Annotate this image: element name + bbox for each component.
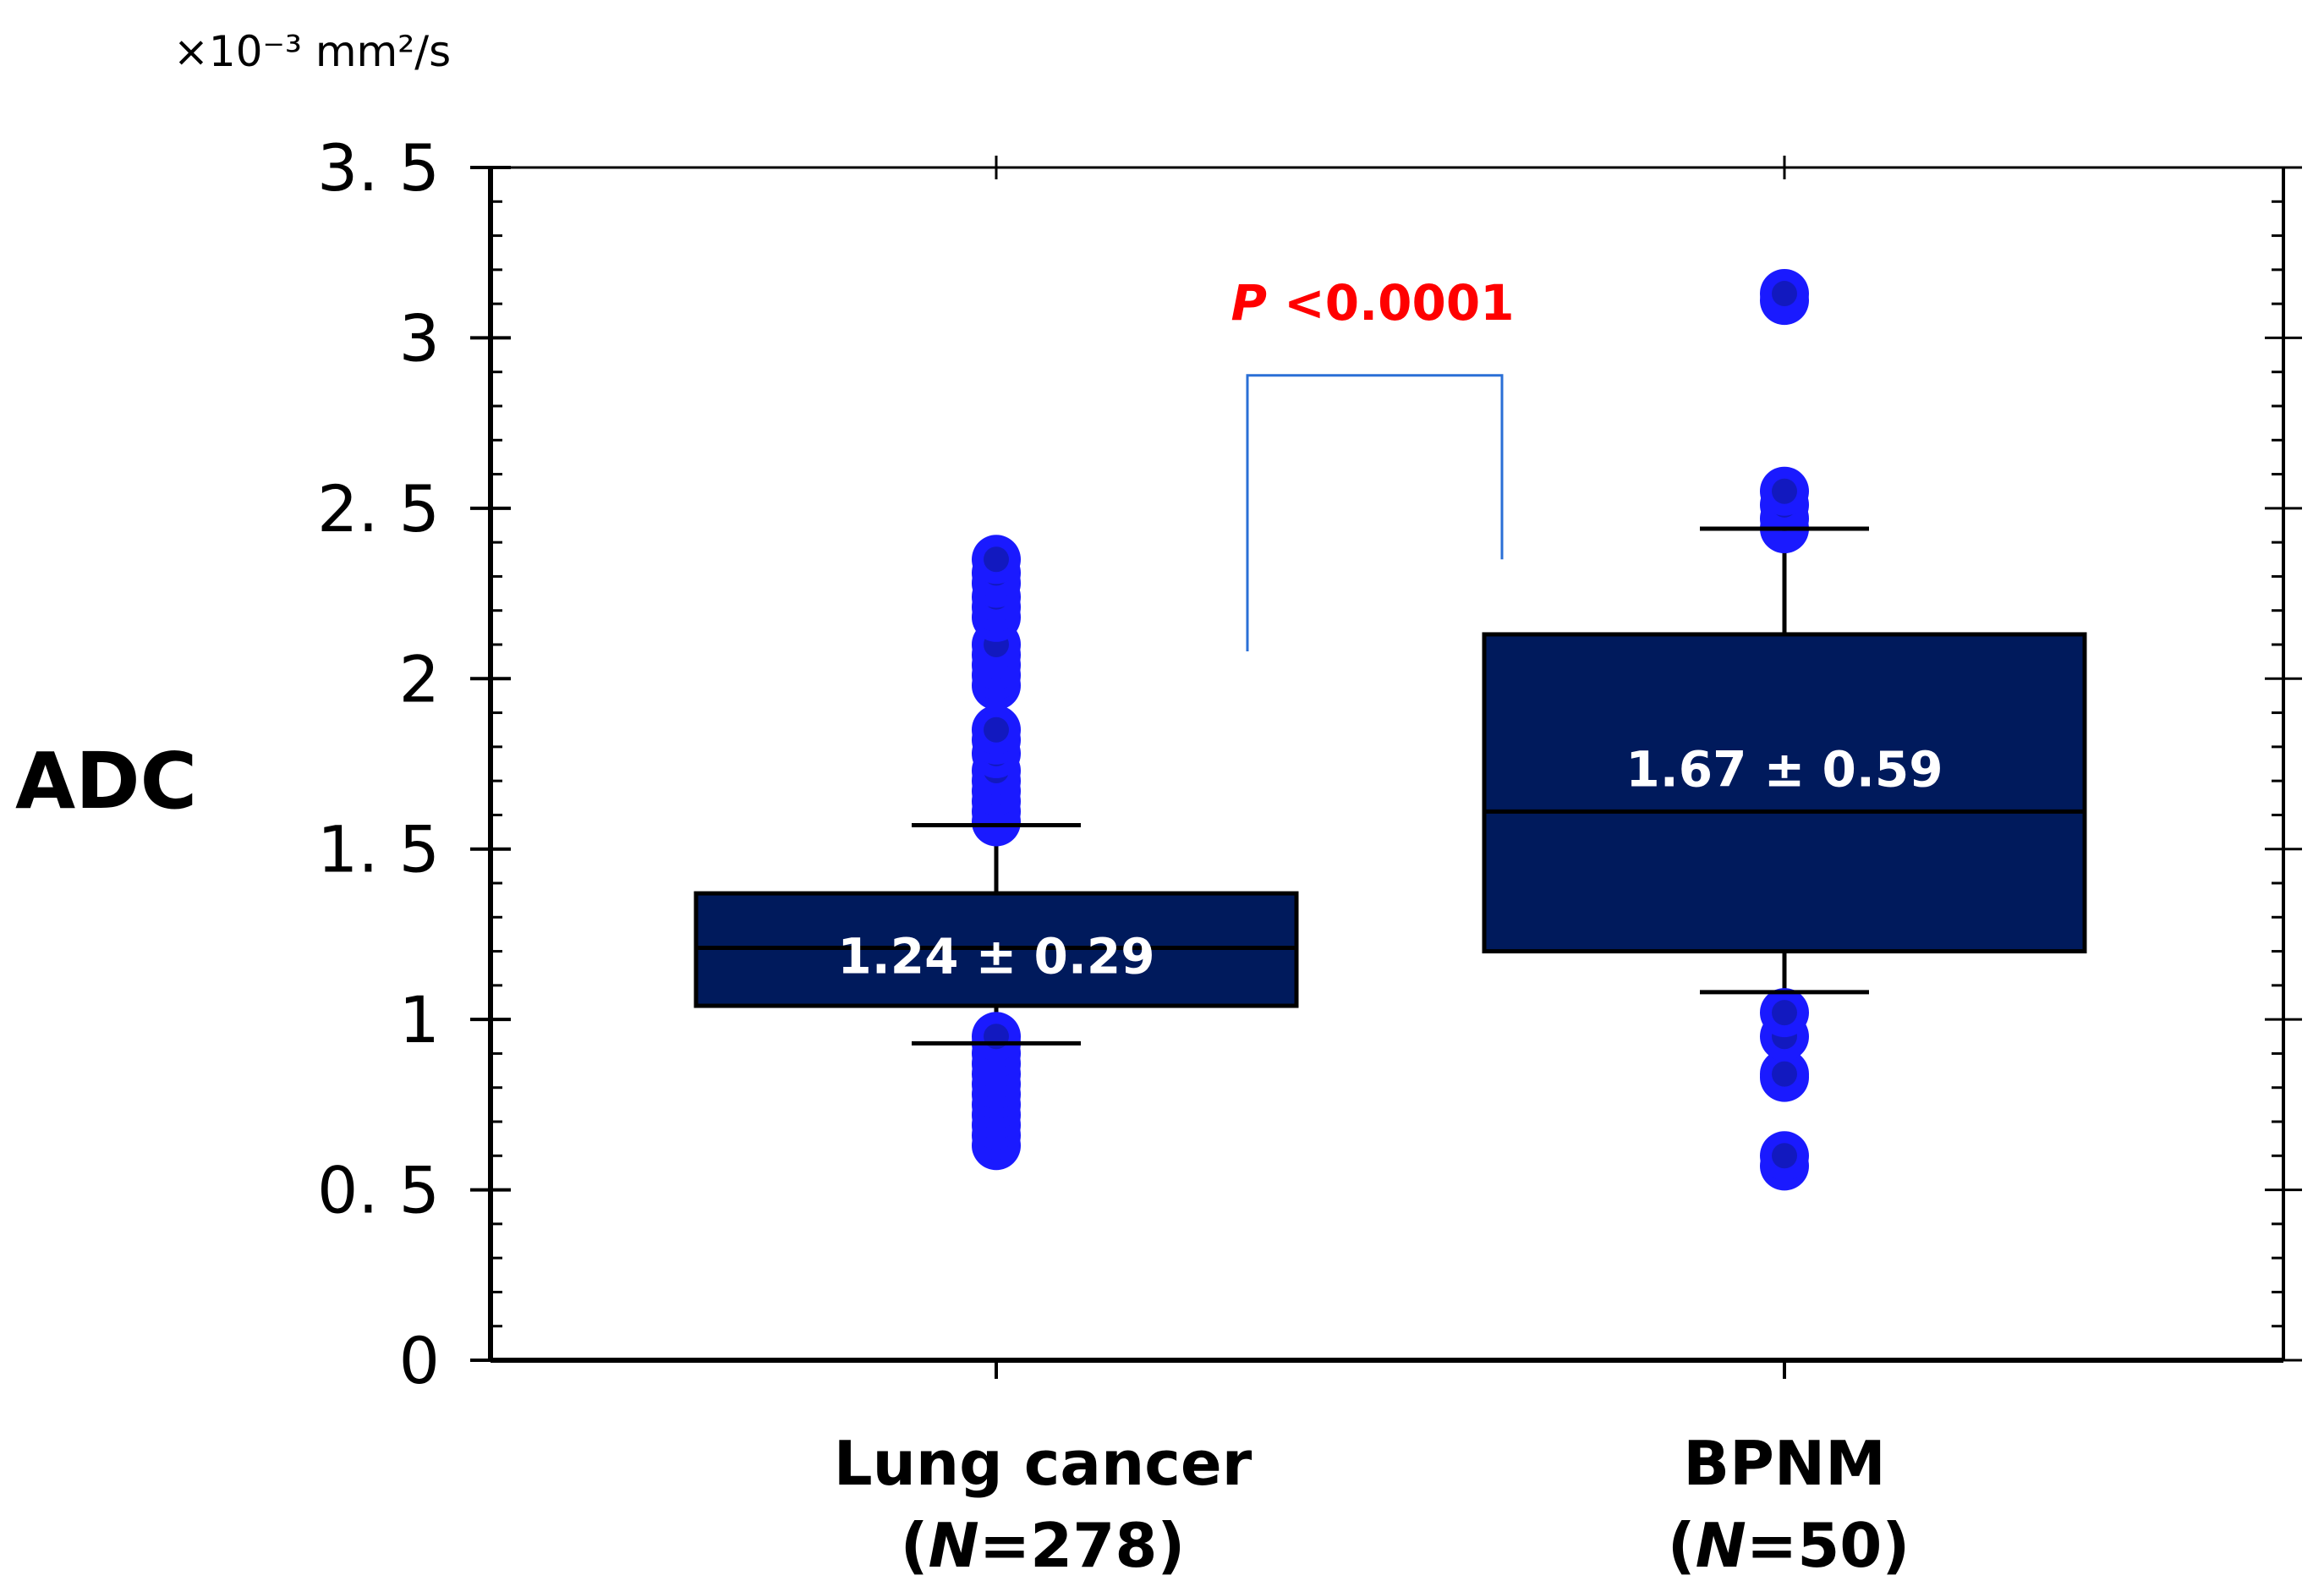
y-tick-label: 3. 5 bbox=[317, 130, 440, 206]
y-unit-label: ×10⁻³ mm²/s bbox=[173, 27, 451, 76]
category-n-label: (N=278) bbox=[901, 1510, 1186, 1581]
category-label: Lung cancer bbox=[834, 1428, 1252, 1499]
outlier-point-core bbox=[1772, 478, 1797, 504]
category-n-label: (N=50) bbox=[1668, 1510, 1910, 1581]
outlier-point-core bbox=[984, 716, 1009, 743]
plot-area: 0 0. 5 1 1. 5 2 2. 5 3 3. 5 1.24 ± 0.29 Lung canc… bbox=[317, 130, 2302, 1581]
outlier-point-core bbox=[1772, 1143, 1797, 1169]
significance-bracket bbox=[1246, 374, 1504, 652]
outlier-point-core bbox=[1772, 1000, 1797, 1026]
y-tick-label: 0. 5 bbox=[317, 1153, 440, 1228]
y-axis-title: ADC bbox=[15, 736, 197, 826]
box-mean-sd-label: 1.24 ± 0.29 bbox=[837, 928, 1154, 985]
y-tick-label: 2 bbox=[399, 641, 440, 716]
outlier-point-core bbox=[984, 546, 1009, 573]
box-iqr bbox=[1482, 632, 2087, 954]
p-value-label: P <0.0001 bbox=[1231, 274, 1514, 332]
category-label: BPNM bbox=[1683, 1428, 1886, 1499]
outlier-point-core bbox=[1772, 1061, 1797, 1087]
y-tick-label: 1 bbox=[399, 982, 440, 1057]
y-tick-label: 3 bbox=[399, 300, 440, 376]
y-tick-label: 1. 5 bbox=[317, 812, 440, 887]
box-mean-sd-label: 1.67 ± 0.59 bbox=[1625, 740, 1943, 798]
y-tick-label: 0 bbox=[399, 1323, 440, 1398]
y-tick-label: 2. 5 bbox=[317, 471, 440, 546]
outlier-point-core bbox=[1772, 281, 1797, 307]
